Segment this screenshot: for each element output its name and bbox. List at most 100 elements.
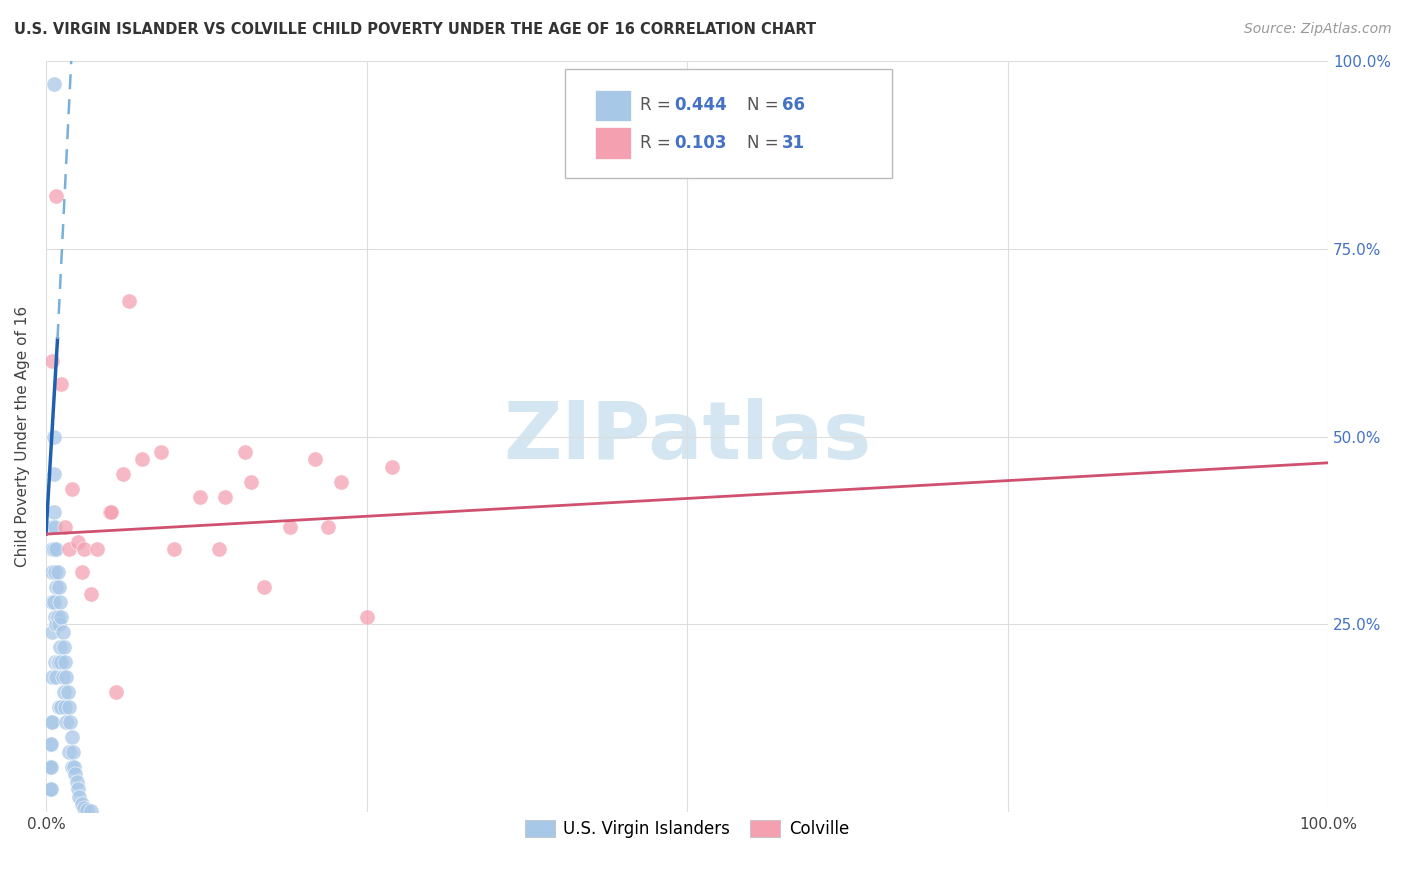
Point bbox=[51, 699, 73, 714]
Point bbox=[49, 640, 72, 654]
Point bbox=[45, 189, 67, 203]
Point bbox=[39, 782, 62, 797]
Point bbox=[42, 542, 65, 557]
Point bbox=[39, 760, 62, 774]
Point bbox=[52, 670, 75, 684]
Text: ZIPatlas: ZIPatlas bbox=[503, 398, 872, 475]
Point bbox=[73, 542, 96, 557]
Point bbox=[60, 482, 83, 496]
Point bbox=[38, 782, 60, 797]
Text: U.S. VIRGIN ISLANDER VS COLVILLE CHILD POVERTY UNDER THE AGE OF 16 CORRELATION C: U.S. VIRGIN ISLANDER VS COLVILLE CHILD P… bbox=[14, 22, 817, 37]
Point bbox=[52, 624, 75, 639]
Point bbox=[80, 804, 103, 818]
Point bbox=[316, 519, 339, 533]
Text: Source: ZipAtlas.com: Source: ZipAtlas.com bbox=[1244, 22, 1392, 37]
Point bbox=[58, 542, 80, 557]
Text: 31: 31 bbox=[782, 134, 806, 152]
Point bbox=[38, 782, 60, 797]
Point bbox=[208, 542, 231, 557]
Text: R =: R = bbox=[640, 134, 676, 152]
Point bbox=[48, 617, 70, 632]
Point bbox=[44, 565, 66, 579]
Point bbox=[39, 737, 62, 751]
Text: N =: N = bbox=[748, 134, 785, 152]
Point bbox=[41, 542, 63, 557]
Point bbox=[188, 490, 211, 504]
Point bbox=[70, 565, 93, 579]
Point bbox=[329, 475, 352, 489]
Point bbox=[55, 670, 77, 684]
Point bbox=[45, 542, 67, 557]
Point bbox=[42, 505, 65, 519]
Point bbox=[105, 685, 128, 699]
Point bbox=[58, 745, 80, 759]
Point bbox=[38, 760, 60, 774]
Point bbox=[41, 354, 63, 368]
Text: 0.103: 0.103 bbox=[675, 134, 727, 152]
Point bbox=[80, 587, 103, 601]
Point bbox=[53, 519, 76, 533]
Point bbox=[48, 580, 70, 594]
Point bbox=[240, 475, 263, 489]
Point bbox=[98, 505, 121, 519]
Point bbox=[45, 670, 67, 684]
Point bbox=[63, 760, 86, 774]
Text: 66: 66 bbox=[782, 96, 806, 114]
Point bbox=[58, 699, 80, 714]
Point bbox=[381, 459, 404, 474]
FancyBboxPatch shape bbox=[595, 90, 631, 121]
FancyBboxPatch shape bbox=[565, 69, 893, 178]
Point bbox=[51, 376, 73, 391]
Point bbox=[49, 595, 72, 609]
Point bbox=[60, 760, 83, 774]
Point bbox=[48, 655, 70, 669]
Point bbox=[42, 595, 65, 609]
Point bbox=[304, 452, 326, 467]
Point bbox=[41, 565, 63, 579]
Point bbox=[55, 714, 77, 729]
Point bbox=[163, 542, 186, 557]
Point bbox=[100, 505, 122, 519]
Point bbox=[60, 730, 83, 744]
Point bbox=[46, 655, 69, 669]
Point bbox=[44, 519, 66, 533]
Point bbox=[70, 797, 93, 812]
Text: R =: R = bbox=[640, 96, 676, 114]
Point bbox=[46, 565, 69, 579]
Point bbox=[56, 685, 79, 699]
Point bbox=[76, 803, 98, 817]
Legend: U.S. Virgin Islanders, Colville: U.S. Virgin Islanders, Colville bbox=[519, 814, 856, 845]
Point bbox=[41, 624, 63, 639]
Point bbox=[52, 685, 75, 699]
Point bbox=[42, 467, 65, 481]
Point bbox=[42, 429, 65, 443]
Point bbox=[41, 595, 63, 609]
Point bbox=[41, 670, 63, 684]
Text: N =: N = bbox=[748, 96, 785, 114]
Point bbox=[46, 609, 69, 624]
Point bbox=[44, 655, 66, 669]
Point bbox=[118, 294, 141, 309]
Point bbox=[45, 617, 67, 632]
Point bbox=[41, 519, 63, 533]
Point bbox=[42, 77, 65, 91]
Point bbox=[53, 655, 76, 669]
Point bbox=[66, 782, 89, 797]
Point bbox=[51, 609, 73, 624]
Text: 0.444: 0.444 bbox=[675, 96, 727, 114]
Point bbox=[59, 714, 82, 729]
Point bbox=[41, 714, 63, 729]
Point bbox=[356, 609, 378, 624]
Point bbox=[44, 609, 66, 624]
Point bbox=[214, 490, 236, 504]
Point bbox=[66, 534, 89, 549]
Point bbox=[67, 789, 90, 804]
Point bbox=[66, 775, 89, 789]
FancyBboxPatch shape bbox=[595, 128, 631, 159]
Point bbox=[73, 801, 96, 815]
Y-axis label: Child Poverty Under the Age of 16: Child Poverty Under the Age of 16 bbox=[15, 306, 30, 567]
Point bbox=[253, 580, 276, 594]
Point bbox=[62, 745, 84, 759]
Point bbox=[51, 655, 73, 669]
Point bbox=[52, 640, 75, 654]
